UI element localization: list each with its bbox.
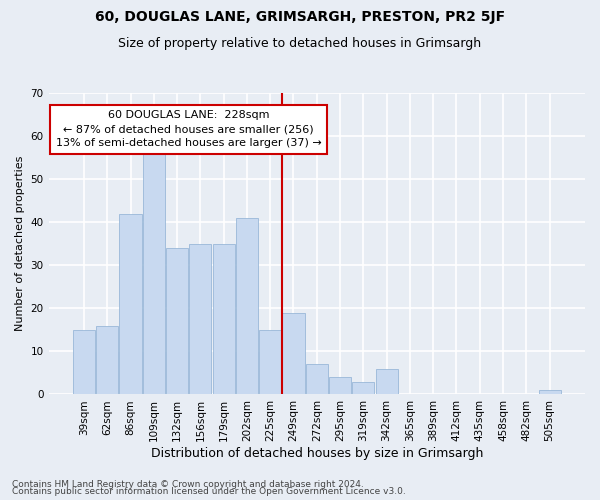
X-axis label: Distribution of detached houses by size in Grimsargh: Distribution of detached houses by size … bbox=[151, 447, 483, 460]
Bar bbox=[306, 364, 328, 394]
Bar bbox=[73, 330, 95, 394]
Text: Size of property relative to detached houses in Grimsargh: Size of property relative to detached ho… bbox=[118, 38, 482, 51]
Y-axis label: Number of detached properties: Number of detached properties bbox=[15, 156, 25, 332]
Bar bbox=[376, 368, 398, 394]
Bar bbox=[236, 218, 258, 394]
Text: 60 DOUGLAS LANE:  228sqm
← 87% of detached houses are smaller (256)
13% of semi-: 60 DOUGLAS LANE: 228sqm ← 87% of detache… bbox=[56, 110, 322, 148]
Bar bbox=[119, 214, 142, 394]
Bar bbox=[283, 312, 305, 394]
Bar bbox=[166, 248, 188, 394]
Bar bbox=[539, 390, 560, 394]
Text: 60, DOUGLAS LANE, GRIMSARGH, PRESTON, PR2 5JF: 60, DOUGLAS LANE, GRIMSARGH, PRESTON, PR… bbox=[95, 10, 505, 24]
Bar bbox=[329, 377, 351, 394]
Bar bbox=[190, 244, 211, 394]
Bar bbox=[96, 326, 118, 394]
Bar bbox=[259, 330, 281, 394]
Text: Contains HM Land Registry data © Crown copyright and database right 2024.: Contains HM Land Registry data © Crown c… bbox=[12, 480, 364, 489]
Bar bbox=[143, 149, 165, 394]
Bar bbox=[212, 244, 235, 394]
Bar bbox=[352, 382, 374, 394]
Text: Contains public sector information licensed under the Open Government Licence v3: Contains public sector information licen… bbox=[12, 488, 406, 496]
